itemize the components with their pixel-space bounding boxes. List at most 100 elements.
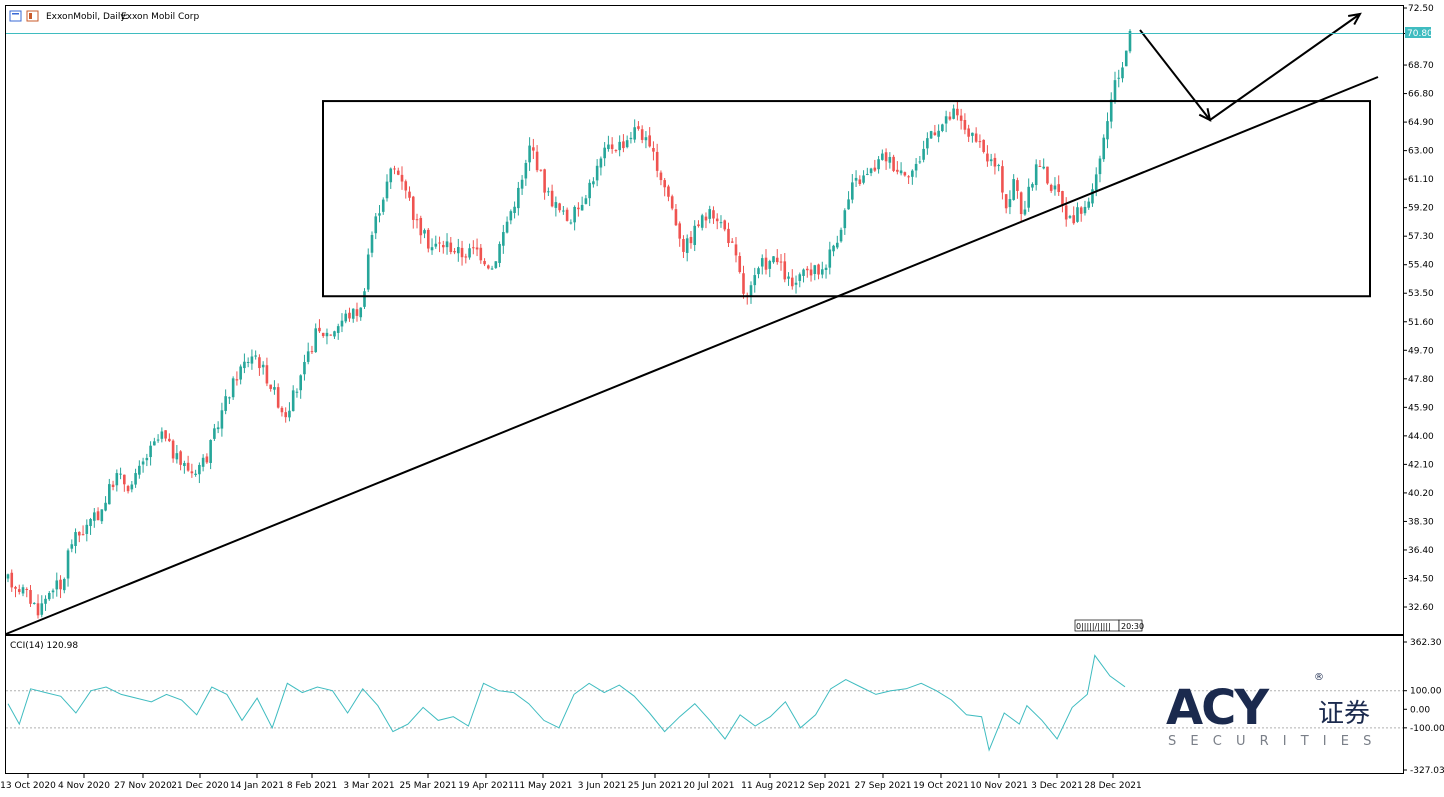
candle-bull	[359, 307, 363, 318]
chart-window-icon	[9, 10, 22, 22]
candle-bull	[1023, 209, 1027, 215]
price-tick-label: 32.60	[1408, 603, 1434, 613]
candle-bull	[44, 598, 47, 604]
price-tick-label: 66.80	[1408, 90, 1434, 100]
candle-bear	[783, 261, 787, 280]
candle-bull	[220, 410, 224, 429]
candle-bull	[21, 587, 25, 594]
candle-bear	[993, 157, 997, 167]
price-axis: 72.50 68.70 66.80 64.90 63.00 61.10 59.20 57.30…	[1403, 4, 1434, 613]
candle-bull	[562, 210, 565, 212]
time-tick-label: 4 Nov 2020	[58, 781, 110, 791]
candle-bull	[363, 291, 366, 307]
candle-bull	[862, 175, 865, 183]
support-trendline[interactable]	[5, 76, 1379, 635]
time-tick-label: 25 Mar 2021	[399, 781, 456, 791]
candle-bull	[1087, 201, 1091, 208]
candle-bull	[772, 256, 775, 263]
candle-bear	[697, 224, 700, 227]
candle-bull	[505, 221, 509, 233]
candle-bull	[224, 396, 227, 411]
candle-bull	[625, 140, 629, 148]
candle-bear	[727, 228, 730, 244]
candle-bull	[952, 108, 955, 119]
candle-bull	[971, 132, 974, 136]
candle-bull	[592, 181, 595, 185]
candle-bull	[836, 242, 839, 248]
candle-bull	[306, 351, 310, 362]
candle-bull	[381, 199, 385, 212]
candle-bull	[757, 268, 760, 275]
candle-bear	[404, 181, 408, 191]
candle-bull	[194, 473, 197, 475]
candle-bear	[959, 115, 963, 121]
candle-bear	[269, 384, 272, 389]
candle-bull	[937, 130, 940, 137]
candle-bear	[896, 169, 899, 172]
candle-bear	[453, 251, 456, 253]
candle-bear	[1061, 191, 1064, 206]
timeframe-flags: 0|||||/||||| 20:30	[1074, 619, 1144, 632]
candle-bull	[633, 127, 636, 140]
time-tick-label: 13 Oct 2020	[0, 781, 56, 791]
candle-bull	[794, 282, 798, 285]
candle-bull	[1113, 80, 1117, 102]
candle-bull	[524, 162, 528, 179]
candle-bull	[55, 580, 59, 590]
candle-bear	[884, 152, 888, 162]
candle-bear	[36, 603, 40, 616]
current-price-text: 70.80	[1407, 29, 1433, 39]
candle-bull	[513, 206, 516, 214]
candle-bull	[603, 147, 606, 159]
candle-bull	[599, 158, 603, 168]
candle-bear	[284, 412, 287, 418]
candle-bull	[1053, 185, 1057, 190]
symbol-description: Exxon Mobil Corp	[121, 12, 199, 22]
candle-bull	[1124, 50, 1128, 67]
candle-bear	[682, 239, 685, 252]
candle-bear	[393, 168, 396, 170]
candle-bull	[119, 473, 122, 475]
candle-bull	[468, 248, 471, 258]
candle-bull	[866, 173, 869, 175]
countdown-text: 20:30	[1121, 622, 1144, 631]
candle-bull	[490, 268, 494, 270]
acy-logo-securities: S E C U R I T I E S	[1168, 734, 1376, 749]
candle-bull	[160, 431, 164, 439]
candle-bull	[423, 230, 426, 234]
candle-bear	[411, 196, 415, 220]
candle-bull	[989, 159, 993, 162]
candle-bull	[141, 461, 145, 465]
candle-bull	[445, 241, 449, 248]
candle-bear	[487, 265, 490, 269]
candle-bear	[14, 586, 17, 589]
candle-bull	[760, 258, 764, 267]
cci-axis: 362.30 100.00 0.00 -100.00 -327.03	[1403, 638, 1444, 776]
candle-bull	[911, 170, 914, 177]
candle-bull	[228, 397, 231, 399]
candle-bear	[986, 153, 989, 162]
symbol-flag-icon-bar	[29, 13, 32, 19]
candle-bear	[543, 169, 546, 193]
trader-drawings[interactable]	[5, 12, 1379, 635]
candle-bear	[1049, 184, 1053, 191]
candle-bull	[250, 356, 254, 364]
time-tick-label: 20 Jul 2021	[684, 781, 735, 791]
candle-bear	[805, 268, 809, 271]
cci-label: CCI(14) 120.98	[10, 641, 78, 651]
current-price-badge	[1405, 27, 1431, 38]
candle-bear	[663, 180, 666, 188]
price-tick-label: 40.20	[1408, 489, 1434, 499]
candle-bear	[186, 462, 190, 471]
candle-bull	[685, 238, 689, 253]
cci-tick-label: -100.00	[1410, 724, 1444, 734]
consolidation-range-box[interactable]	[322, 100, 1371, 298]
time-tick-label: 14 Jan 2021	[230, 781, 284, 791]
candle-bull	[832, 245, 835, 252]
candle-bull	[261, 364, 265, 368]
candle-bull	[1027, 186, 1030, 208]
candle-bull	[344, 313, 348, 322]
candle-bull	[351, 308, 355, 319]
